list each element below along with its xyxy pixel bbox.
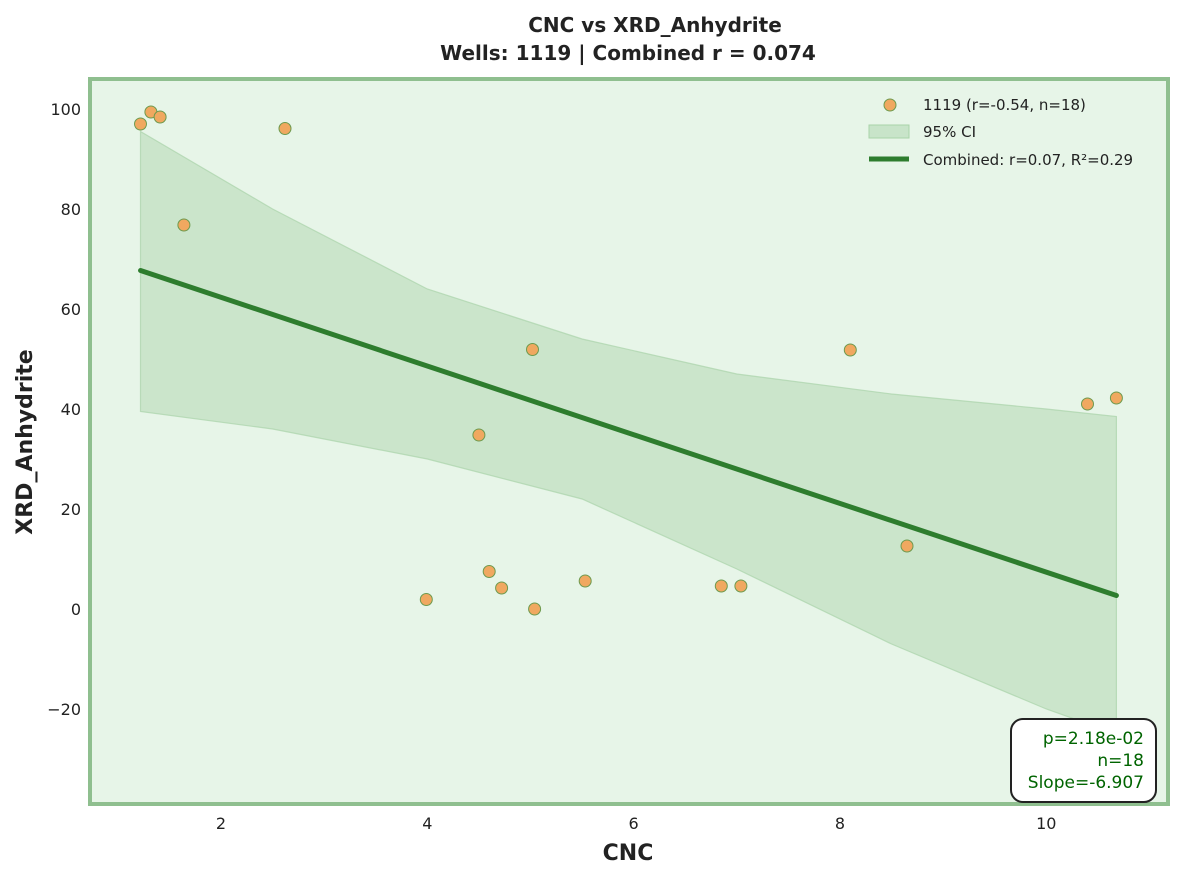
legend-marker-ci <box>868 124 910 139</box>
legend-label-ci: 95% CI <box>923 123 976 141</box>
x-tick-label: 8 <box>835 814 845 833</box>
legend-label-scatter: 1119 (r=-0.54, n=18) <box>923 96 1086 114</box>
data-point <box>1081 397 1094 411</box>
data-point <box>177 218 191 232</box>
x-tick-label: 6 <box>629 814 639 833</box>
stats-box-frame <box>1010 718 1157 803</box>
x-tick-label: 4 <box>422 814 432 833</box>
data-point <box>472 428 486 442</box>
stats-n: n=18 <box>1097 751 1144 771</box>
data-point <box>734 579 748 593</box>
y-tick-label: 100 <box>50 100 81 119</box>
legend-label-line: Combined: r=0.07, R²=0.29 <box>923 151 1133 169</box>
y-tick-label: −20 <box>47 700 81 719</box>
data-point <box>1109 391 1123 405</box>
x-tick-label: 10 <box>1036 814 1056 833</box>
regression-line <box>138 268 1119 598</box>
data-point <box>495 581 509 595</box>
data-point <box>134 117 147 131</box>
data-point <box>153 110 167 124</box>
x-axis-label: CNC <box>603 841 654 866</box>
y-axis-label: XRD_Anhydrite <box>13 349 38 534</box>
legend: 1119 (r=-0.54, n=18) 95% CI Combined: r=… <box>868 96 1133 169</box>
legend-marker-scatter <box>883 98 897 112</box>
x-tick-label: 2 <box>216 814 226 833</box>
data-point <box>419 593 433 606</box>
y-tick-label: 0 <box>71 600 81 619</box>
y-tick-label: 60 <box>61 300 81 319</box>
data-point <box>900 539 914 553</box>
y-tick-label: 20 <box>61 500 81 519</box>
y-tick-label: 80 <box>61 200 81 219</box>
y-tick-label: 40 <box>61 400 81 419</box>
data-point <box>278 122 292 135</box>
data-point <box>526 343 539 356</box>
chart-subtitle: Wells: 1119 | Combined r = 0.074 <box>440 41 816 65</box>
stats-box: p=2.18e-02 n=18 Slope=-6.907 <box>1010 718 1157 803</box>
stats-slope: Slope=-6.907 <box>1028 773 1144 793</box>
stats-p-value: p=2.18e-02 <box>1043 729 1144 749</box>
data-point <box>714 579 728 593</box>
data-point <box>528 602 542 616</box>
data-point <box>578 574 592 588</box>
plot-area <box>90 79 1168 804</box>
chart-title: CNC vs XRD_Anhydrite <box>528 13 782 37</box>
data-point <box>482 565 496 578</box>
data-point <box>843 343 857 357</box>
plot-border <box>88 77 1170 806</box>
